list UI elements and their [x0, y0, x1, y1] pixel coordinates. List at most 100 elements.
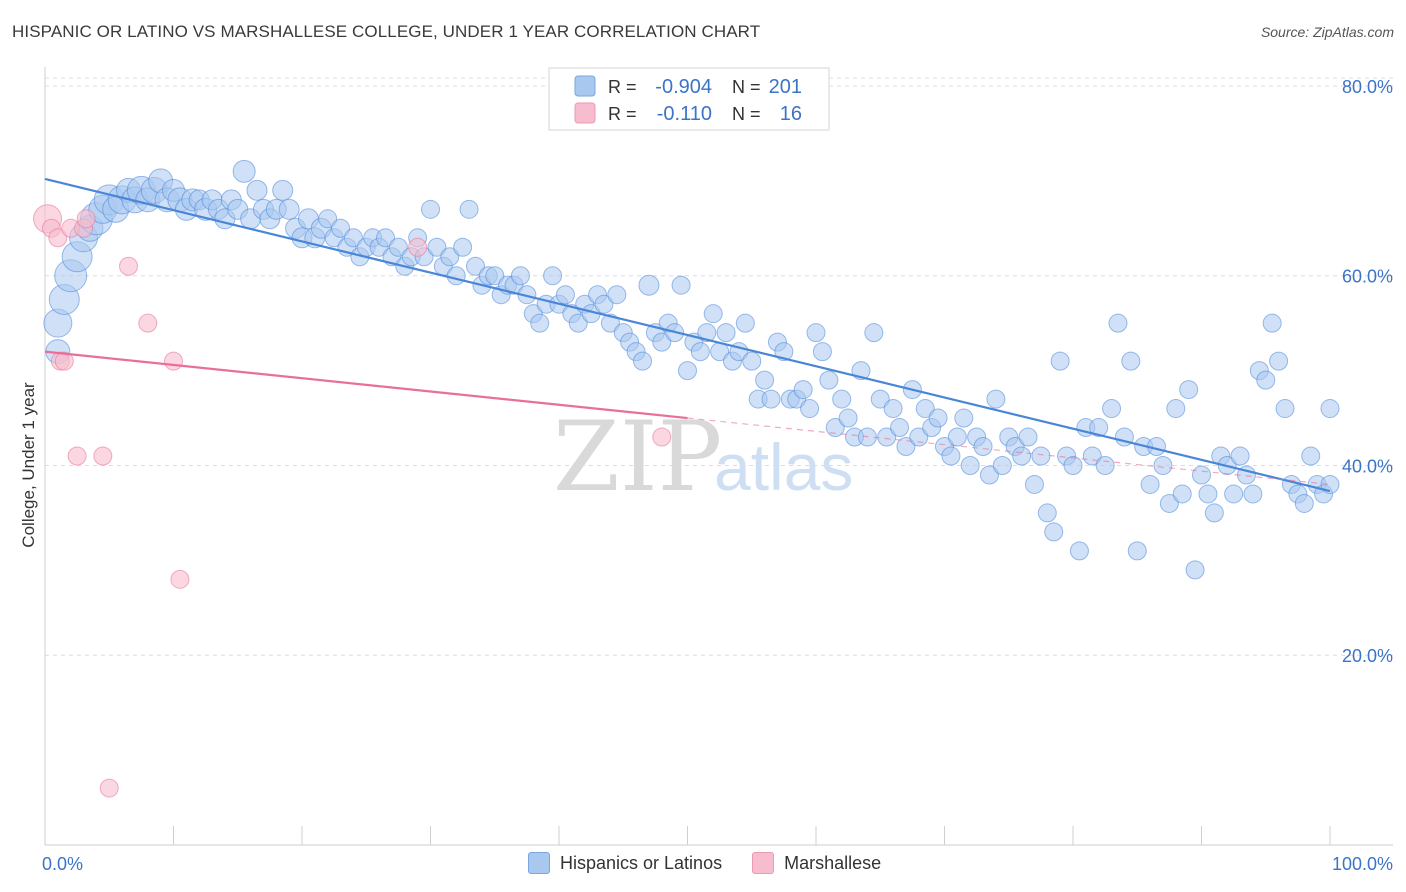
data-point-hispanic [1230, 446, 1250, 466]
stats-legend: R = -0.904 N = 201 R = -0.110 N = 16 [548, 67, 830, 131]
x-tick-label-min: 0.0% [42, 854, 83, 874]
legend-label-marshallese: Marshallese [784, 852, 882, 873]
data-point-hispanic [1012, 446, 1032, 466]
data-point-hispanic [1044, 522, 1064, 542]
data-point-hispanic [761, 389, 781, 409]
x-tick-label-max: 100.0% [1332, 854, 1393, 874]
data-point-hispanic [986, 389, 1006, 409]
legend-swatch-pink [574, 102, 596, 124]
data-point-marshallese [164, 351, 183, 371]
data-point-hispanic [825, 418, 845, 438]
data-point-hispanic [793, 380, 813, 400]
tick-labels: 20.0% 40.0% 60.0% 80.0% 0.0% 100.0% [42, 77, 1393, 874]
data-point-hispanic [343, 228, 363, 248]
data-point-hispanic [440, 247, 460, 267]
data-point-hispanic [1198, 484, 1218, 504]
watermark-atlas: atlas [714, 430, 853, 504]
data-point-hispanic [671, 275, 691, 295]
data-point-hispanic [992, 455, 1012, 475]
data-point-hispanic [1179, 380, 1199, 400]
data-point-hispanic [633, 351, 653, 371]
data-point-marshallese [93, 446, 113, 466]
r-label-2: R = [608, 104, 637, 124]
data-point-hispanic [1320, 399, 1340, 419]
data-point-hispanic [1301, 446, 1321, 466]
data-point-hispanic [1089, 418, 1109, 438]
data-point-hispanic [1069, 541, 1089, 561]
data-point-hispanic [890, 418, 910, 438]
data-point-hispanic [421, 199, 440, 219]
data-point-hispanic [979, 465, 999, 485]
data-point-marshallese [408, 237, 428, 257]
data-point-hispanic [1102, 399, 1122, 419]
y-tick-label: 60.0% [1342, 267, 1393, 287]
data-point-hispanic [607, 285, 627, 305]
y-tick-label: 40.0% [1342, 456, 1393, 476]
data-point-hispanic [246, 179, 268, 201]
data-point-hispanic [960, 455, 980, 475]
r-value-2: -0.110 [657, 103, 712, 125]
data-point-hispanic [954, 408, 974, 428]
data-point-hispanic [774, 342, 794, 362]
data-point-hispanic [928, 408, 948, 428]
data-point-marshallese [54, 351, 74, 371]
legend-swatch-marshallese [752, 852, 775, 874]
n-value-2: 16 [780, 103, 802, 125]
data-point-hispanic [716, 323, 736, 343]
series-marshallese-points [33, 204, 672, 798]
data-point-hispanic [973, 437, 993, 457]
data-point-hispanic [318, 209, 338, 229]
data-point-hispanic [1063, 455, 1083, 475]
data-point-hispanic [594, 294, 614, 314]
trend-line-marshallese [44, 350, 688, 420]
n-value-1: 201 [769, 76, 802, 98]
data-point-marshallese [652, 427, 672, 447]
data-point-hispanic [678, 361, 697, 381]
data-point-hispanic [1192, 465, 1211, 485]
trend-line-marshallese-extension [687, 417, 1331, 486]
data-point-hispanic [638, 274, 660, 296]
data-point-marshallese [138, 313, 158, 333]
legend-label-hispanic: Hispanics or Latinos [560, 852, 723, 873]
y-axis-label: College, Under 1 year [19, 382, 38, 548]
data-point-hispanic [1024, 474, 1044, 494]
data-point-hispanic [800, 399, 820, 419]
data-point-hispanic [530, 313, 550, 333]
data-point-hispanic [947, 427, 967, 447]
data-point-hispanic [232, 159, 256, 183]
data-point-hispanic [376, 228, 396, 248]
legend-swatch-hispanic [528, 852, 550, 874]
r-value-1: -0.904 [655, 76, 712, 98]
data-point-hispanic [1294, 493, 1314, 513]
data-point-hispanic [388, 237, 408, 257]
data-point-hispanic [1159, 493, 1179, 513]
data-point-hispanic [1166, 399, 1186, 419]
data-point-hispanic [703, 304, 723, 324]
data-point-hispanic [819, 370, 839, 390]
data-point-hispanic [1121, 351, 1141, 371]
data-point-hispanic [1050, 351, 1070, 371]
data-point-marshallese [67, 446, 87, 466]
legend-swatch-blue [574, 75, 596, 97]
data-point-hispanic [568, 313, 588, 333]
data-point-hispanic [331, 218, 351, 238]
data-point-hispanic [1172, 484, 1192, 504]
data-point-hispanic [652, 332, 672, 352]
bottom-legend: Hispanics or Latinos Marshallese [528, 852, 911, 874]
data-point-hispanic [735, 313, 755, 333]
data-point-hispanic [1256, 370, 1276, 390]
data-point-hispanic [1275, 399, 1295, 419]
data-point-hispanic [838, 408, 858, 428]
data-point-hispanic [1127, 541, 1147, 561]
y-tick-label: 20.0% [1342, 646, 1393, 666]
data-point-marshallese [99, 778, 119, 798]
r-label-1: R = [608, 77, 637, 97]
data-point-marshallese [48, 228, 68, 248]
legend-item-marshallese: Marshallese [752, 852, 881, 874]
data-point-hispanic [1204, 503, 1224, 523]
data-point-hispanic [1269, 351, 1289, 371]
data-point-hispanic [278, 198, 300, 220]
data-point-hispanic [877, 427, 897, 447]
data-point-hispanic [446, 266, 466, 286]
data-point-hispanic [909, 427, 929, 447]
